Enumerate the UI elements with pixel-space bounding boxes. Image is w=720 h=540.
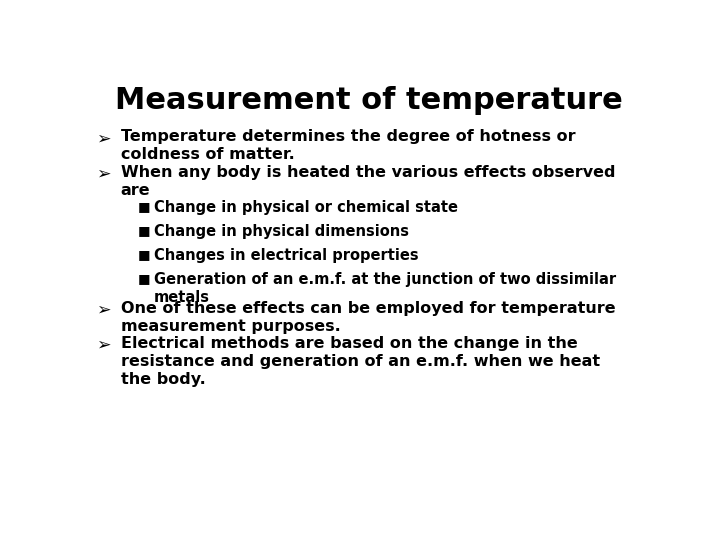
Text: Temperature determines the degree of hotness or
coldness of matter.: Temperature determines the degree of hot… bbox=[121, 129, 575, 162]
Text: ■: ■ bbox=[138, 200, 150, 213]
Text: ➢: ➢ bbox=[96, 165, 110, 183]
Text: Change in physical dimensions: Change in physical dimensions bbox=[154, 224, 409, 239]
Text: ➢: ➢ bbox=[96, 336, 110, 354]
Text: Changes in electrical properties: Changes in electrical properties bbox=[154, 248, 419, 263]
Text: ■: ■ bbox=[138, 272, 150, 285]
Text: ■: ■ bbox=[138, 248, 150, 261]
Text: ➢: ➢ bbox=[96, 301, 110, 319]
Text: ■: ■ bbox=[138, 224, 150, 237]
Text: ➢: ➢ bbox=[96, 129, 110, 147]
Text: One of these effects can be employed for temperature
measurement purposes.: One of these effects can be employed for… bbox=[121, 301, 616, 334]
Text: Change in physical or chemical state: Change in physical or chemical state bbox=[154, 200, 458, 215]
Text: When any body is heated the various effects observed
are: When any body is heated the various effe… bbox=[121, 165, 615, 198]
Text: Generation of an e.m.f. at the junction of two dissimilar
metals: Generation of an e.m.f. at the junction … bbox=[154, 272, 616, 305]
Text: Measurement of temperature: Measurement of temperature bbox=[115, 85, 623, 114]
Text: Electrical methods are based on the change in the
resistance and generation of a: Electrical methods are based on the chan… bbox=[121, 336, 600, 387]
